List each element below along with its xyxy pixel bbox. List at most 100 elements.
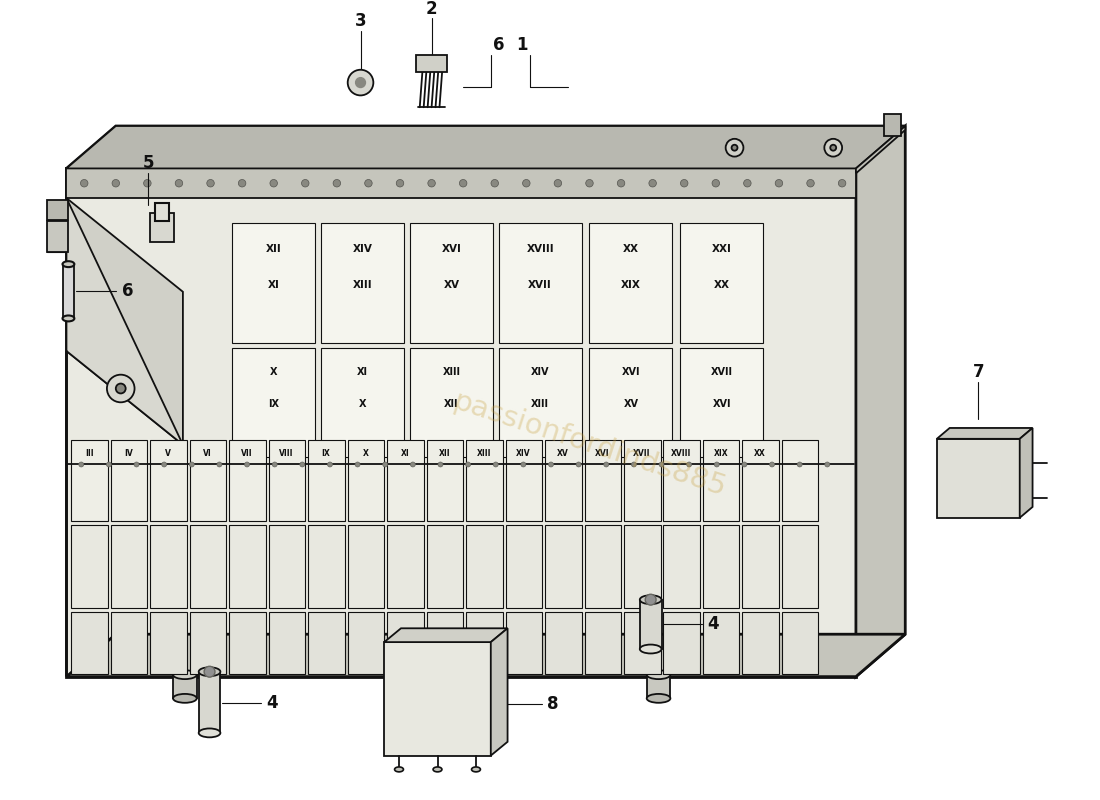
Circle shape [355, 462, 360, 467]
Bar [782, 440, 818, 521]
Circle shape [365, 179, 372, 187]
Bar [111, 525, 147, 607]
Polygon shape [856, 126, 905, 677]
Polygon shape [590, 222, 672, 343]
Circle shape [686, 462, 692, 467]
Circle shape [465, 462, 471, 467]
Circle shape [617, 179, 625, 187]
Bar [72, 440, 108, 521]
Ellipse shape [199, 667, 220, 676]
Bar [268, 440, 306, 521]
Text: VII: VII [241, 449, 253, 458]
Bar [72, 525, 108, 607]
Circle shape [646, 594, 656, 605]
Circle shape [80, 179, 88, 187]
Circle shape [714, 462, 719, 467]
Bar [624, 611, 660, 674]
Polygon shape [66, 169, 856, 198]
Text: XIII: XIII [476, 449, 491, 458]
Bar [72, 611, 108, 674]
Text: XII: XII [439, 449, 450, 458]
Text: XIII: XIII [442, 367, 460, 377]
Bar [229, 440, 266, 521]
Bar [506, 525, 542, 607]
Circle shape [383, 462, 387, 467]
Bar [782, 611, 818, 674]
Polygon shape [66, 198, 183, 445]
Text: XII: XII [444, 399, 459, 410]
Circle shape [300, 462, 305, 467]
Text: XX: XX [755, 449, 766, 458]
Text: XIII: XIII [353, 280, 372, 290]
Bar [268, 611, 306, 674]
Text: XI: XI [400, 449, 409, 458]
Bar [883, 114, 901, 136]
Circle shape [491, 179, 498, 187]
Circle shape [806, 179, 814, 187]
Polygon shape [232, 348, 315, 457]
Circle shape [726, 139, 744, 157]
Circle shape [770, 462, 774, 467]
Bar [742, 525, 779, 607]
Text: XVI: XVI [595, 449, 609, 458]
Bar [782, 525, 818, 607]
Bar [46, 200, 68, 220]
Text: 6: 6 [493, 36, 505, 54]
Bar [348, 611, 384, 674]
Circle shape [631, 462, 636, 467]
Text: XVI: XVI [441, 244, 461, 254]
Circle shape [244, 462, 250, 467]
Circle shape [355, 78, 365, 87]
Circle shape [270, 179, 277, 187]
Bar [190, 440, 227, 521]
Circle shape [107, 462, 111, 467]
Text: V: V [165, 449, 170, 458]
Text: 5: 5 [143, 154, 154, 173]
Bar [427, 440, 463, 521]
Text: XI: XI [358, 367, 368, 377]
Bar [703, 440, 739, 521]
Bar [546, 440, 582, 521]
Bar [546, 611, 582, 674]
Text: IV: IV [124, 449, 133, 458]
Circle shape [460, 179, 466, 187]
Polygon shape [590, 348, 672, 457]
Bar [703, 525, 739, 607]
Circle shape [825, 462, 829, 467]
Bar [111, 611, 147, 674]
Polygon shape [66, 169, 856, 677]
Circle shape [428, 179, 436, 187]
Bar [624, 525, 660, 607]
Circle shape [576, 462, 581, 467]
Polygon shape [680, 222, 763, 343]
Bar [190, 611, 227, 674]
Polygon shape [232, 222, 315, 343]
Text: XVIII: XVIII [526, 244, 554, 254]
Circle shape [824, 139, 843, 157]
Text: 7: 7 [972, 362, 984, 381]
Circle shape [438, 462, 443, 467]
Bar [466, 525, 503, 607]
Circle shape [554, 179, 562, 187]
Circle shape [741, 462, 747, 467]
Circle shape [348, 70, 373, 95]
Circle shape [521, 462, 526, 467]
Polygon shape [66, 198, 183, 677]
Polygon shape [66, 634, 905, 677]
Bar [546, 525, 582, 607]
Ellipse shape [433, 767, 442, 772]
Text: XV: XV [557, 449, 569, 458]
Circle shape [732, 145, 737, 150]
Bar [584, 440, 621, 521]
Text: XVII: XVII [528, 280, 552, 290]
Text: XIV: XIV [353, 244, 373, 254]
Polygon shape [680, 348, 763, 457]
Text: 2: 2 [426, 0, 438, 18]
Bar [416, 55, 448, 72]
Text: 8: 8 [547, 695, 559, 714]
Circle shape [205, 666, 214, 677]
Polygon shape [66, 126, 905, 169]
Text: 3: 3 [354, 12, 366, 30]
Polygon shape [410, 348, 493, 457]
Bar [427, 611, 463, 674]
